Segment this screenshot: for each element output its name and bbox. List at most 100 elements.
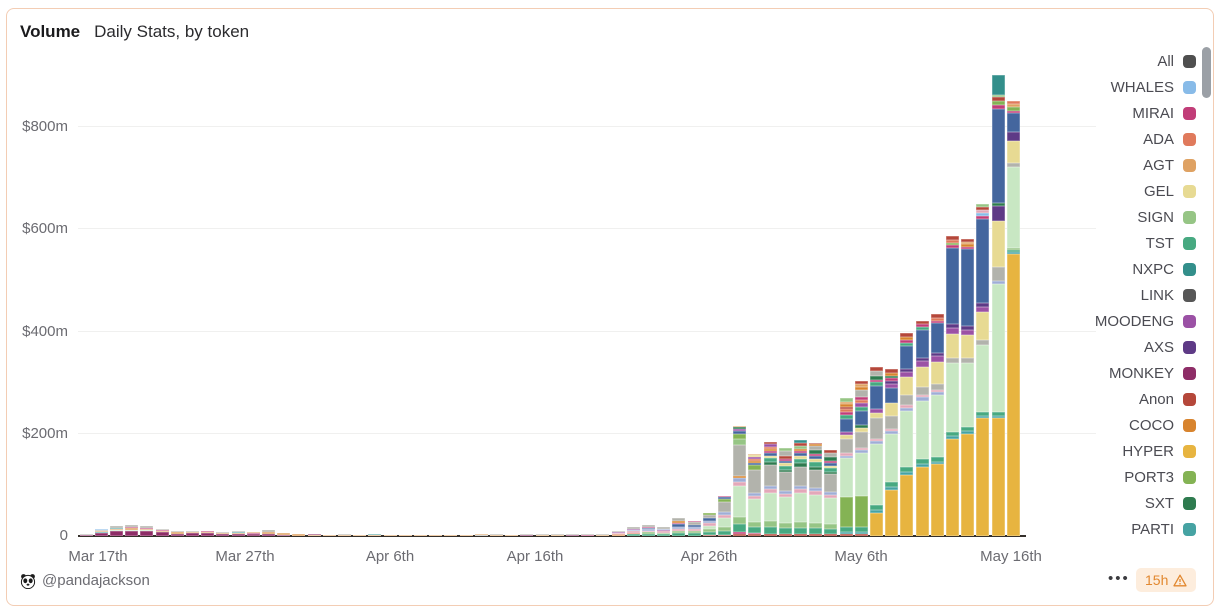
segment-pink[interactable] [687,528,701,531]
segment-navy[interactable] [763,453,777,456]
segment-gray[interactable] [885,415,899,429]
segment-whales[interactable] [94,528,108,530]
segment-navy[interactable] [733,430,747,434]
segment-monkey[interactable] [565,535,579,536]
bar-mar-18[interactable] [109,526,123,536]
segment-mint[interactable] [733,486,747,518]
segment-mint[interactable] [1006,166,1020,248]
segment-gray[interactable] [869,418,883,439]
segment-mirai[interactable] [763,451,777,454]
segment-agt[interactable] [581,534,595,536]
segment-gray[interactable] [778,450,792,456]
segment-tst[interactable] [733,524,747,533]
segment-mirai[interactable] [778,458,792,461]
bar-may-11[interactable] [930,314,944,536]
segment-sign[interactable] [824,524,838,529]
segment-parti[interactable] [885,487,899,490]
segment-mirai[interactable] [672,522,686,525]
segment-gray[interactable] [809,446,823,451]
segment-whales[interactable] [976,212,990,216]
segment-mirai[interactable] [839,411,853,415]
segment-parti[interactable] [854,532,868,535]
bar-mar-23[interactable] [185,530,199,536]
segment-parti[interactable] [839,532,853,535]
segment-tst[interactable] [809,528,823,535]
segment-mint[interactable] [900,410,914,467]
segment-mirai[interactable] [824,460,838,463]
segment-sign[interactable] [976,204,990,208]
segment-hyper[interactable] [930,464,944,536]
segment-mirai[interactable] [550,534,564,536]
segment-moodeng[interactable] [763,444,777,447]
segment-gray[interactable] [763,465,777,486]
segment-mirai[interactable] [900,339,914,343]
bar-apr-26[interactable] [702,513,716,536]
segment-hyper[interactable] [961,433,975,536]
segment-monkey[interactable] [125,530,139,536]
segment-sxt[interactable] [763,462,777,466]
segment-gray[interactable] [611,530,625,532]
segment-agt[interactable] [353,534,367,536]
segment-anon[interactable] [824,450,838,454]
segment-gray[interactable] [520,534,534,535]
legend-item-anon[interactable]: Anon [1036,386,1196,412]
segment-lav[interactable] [793,485,807,489]
bar-may-7[interactable] [869,367,883,536]
segment-agt[interactable] [535,535,549,536]
segment-tst[interactable] [961,427,975,432]
segment-moodeng[interactable] [885,383,899,388]
segment-mirai[interactable] [991,104,1005,109]
segment-mirai[interactable] [945,245,959,248]
segment-mirai[interactable] [717,496,731,498]
segment-monkey[interactable] [201,533,215,536]
segment-pink[interactable] [869,438,883,442]
segment-lav[interactable] [839,455,853,459]
segment-gray[interactable] [702,515,716,519]
bar-apr-21[interactable] [626,526,640,536]
segment-mint[interactable] [915,400,929,460]
segment-gel[interactable] [1006,141,1020,163]
segment-mint[interactable] [809,494,823,524]
bar-apr-27[interactable] [717,496,731,536]
bar-mar-17[interactable] [94,528,108,536]
segment-agt[interactable] [140,528,154,531]
segment-pink[interactable] [778,493,792,497]
segment-gray[interactable] [687,521,701,525]
segment-monkey[interactable] [307,534,321,536]
segment-agt[interactable] [216,532,230,535]
segment-parti[interactable] [231,531,245,534]
segment-agt[interactable] [444,535,458,536]
segment-sign[interactable] [641,532,655,534]
segment-parti[interactable] [368,534,382,536]
segment-coco[interactable] [748,460,762,463]
segment-mirai[interactable] [961,246,975,250]
segment-hyper[interactable] [885,489,899,536]
segment-lav[interactable] [915,397,929,401]
segment-pink[interactable] [717,514,731,518]
bar-may-8[interactable] [885,368,899,536]
segment-port3[interactable] [839,496,853,528]
bar-apr-23[interactable] [657,526,671,536]
segment-gray[interactable] [748,469,762,493]
segment-mint[interactable] [930,395,944,457]
segment-mint[interactable] [945,363,959,433]
segment-moodeng[interactable] [930,356,944,363]
legend-item-nxpc[interactable]: NXPC [1036,256,1196,282]
segment-mirai[interactable] [140,527,154,529]
segment-mirai[interactable] [596,534,610,536]
segment-agt[interactable] [125,528,139,530]
segment-anon[interactable] [717,534,731,536]
segment-gray[interactable] [915,387,929,395]
segment-coco[interactable] [885,373,899,376]
segment-navy[interactable] [976,218,990,303]
segment-coco[interactable] [961,244,975,247]
segment-sign[interactable] [672,531,686,534]
segment-navy[interactable] [717,497,731,500]
segment-monkey[interactable] [140,531,154,536]
bar-may-14[interactable] [976,204,990,536]
segment-mint[interactable] [991,283,1005,412]
segment-mint[interactable] [839,458,853,497]
segment-mirai[interactable] [748,532,762,535]
segment-gray[interactable] [185,530,199,532]
segment-mint[interactable] [793,492,807,523]
